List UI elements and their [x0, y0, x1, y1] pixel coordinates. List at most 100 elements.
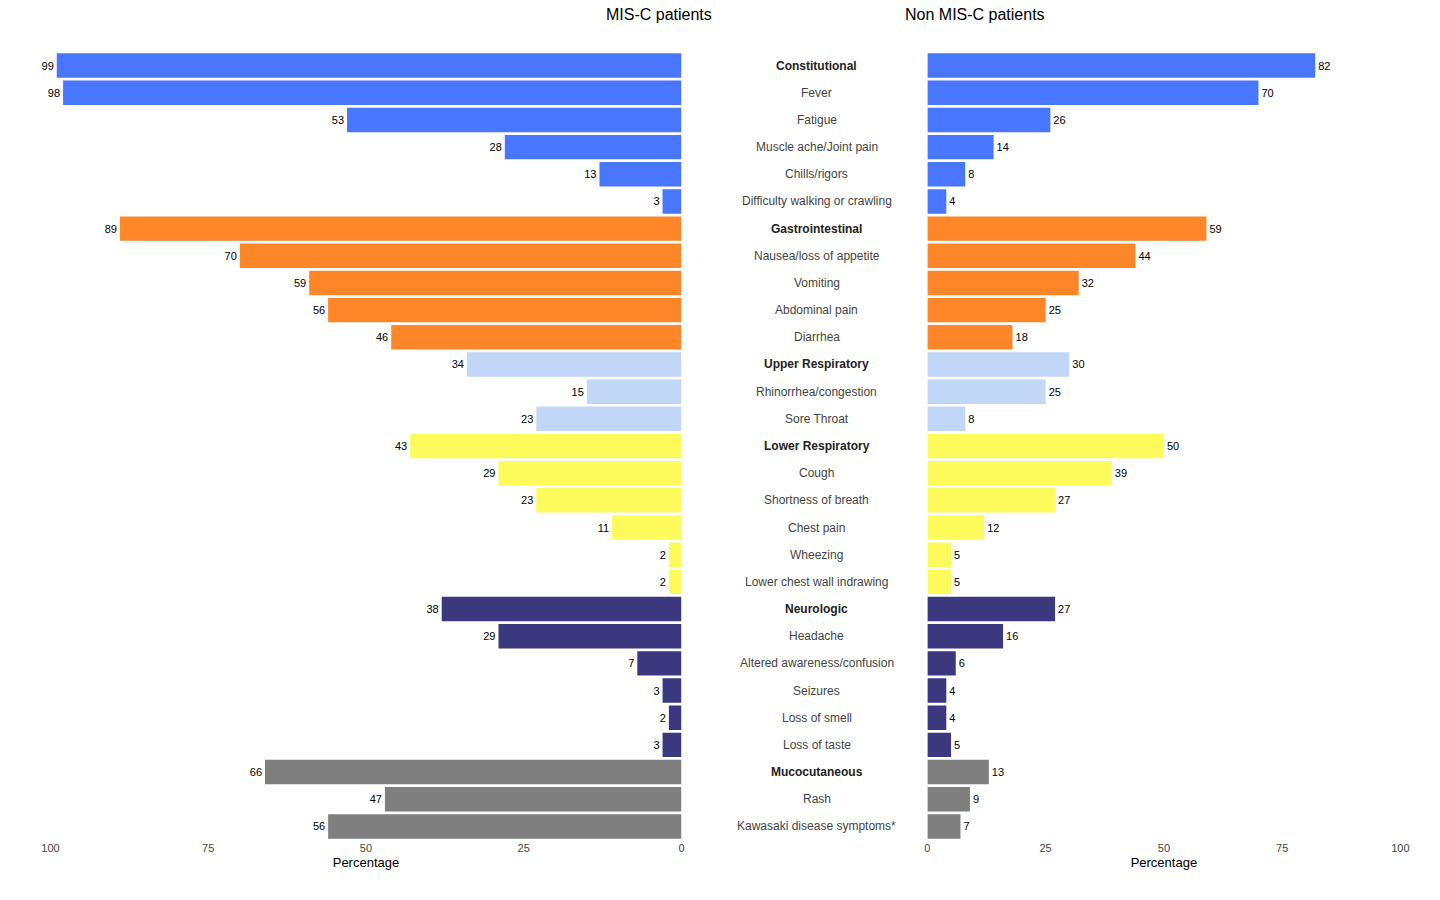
svg-text:8: 8: [968, 168, 974, 180]
svg-text:4: 4: [949, 685, 955, 697]
svg-text:2: 2: [660, 576, 666, 588]
svg-text:28: 28: [490, 141, 502, 153]
svg-text:15: 15: [572, 386, 584, 398]
svg-text:23: 23: [521, 494, 533, 506]
svg-text:70: 70: [1261, 87, 1273, 99]
svg-text:98: 98: [48, 87, 60, 99]
svg-text:75: 75: [1276, 842, 1288, 854]
svg-text:Neurologic: Neurologic: [785, 602, 848, 616]
svg-text:23: 23: [521, 413, 533, 425]
svg-text:11: 11: [598, 522, 609, 534]
svg-text:Lower chest wall indrawing: Lower chest wall indrawing: [745, 575, 888, 589]
svg-text:29: 29: [483, 467, 495, 479]
svg-text:3: 3: [653, 195, 659, 207]
svg-text:2: 2: [660, 549, 666, 561]
svg-text:7: 7: [963, 820, 969, 832]
svg-text:34: 34: [452, 358, 464, 370]
svg-text:70: 70: [225, 250, 237, 262]
svg-text:Gastrointestinal: Gastrointestinal: [771, 222, 862, 236]
svg-text:Kawasaki disease symptoms*: Kawasaki disease symptoms*: [737, 819, 896, 833]
svg-text:Abdominal pain: Abdominal pain: [775, 303, 858, 317]
svg-text:75: 75: [202, 842, 214, 854]
svg-text:30: 30: [1072, 358, 1084, 370]
svg-text:8: 8: [968, 413, 974, 425]
svg-text:MIS-C patients: MIS-C patients: [606, 6, 712, 23]
svg-text:25: 25: [1049, 304, 1061, 316]
svg-text:Mucocutaneous: Mucocutaneous: [771, 765, 863, 779]
svg-text:50: 50: [360, 842, 372, 854]
svg-text:38: 38: [426, 603, 438, 615]
svg-text:50: 50: [1167, 440, 1179, 452]
svg-text:0: 0: [678, 842, 684, 854]
svg-text:Diarrhea: Diarrhea: [794, 330, 840, 344]
svg-text:44: 44: [1139, 250, 1151, 262]
svg-text:56: 56: [313, 304, 325, 316]
svg-text:25: 25: [1040, 842, 1052, 854]
svg-text:Loss of taste: Loss of taste: [783, 738, 851, 752]
svg-text:Seizures: Seizures: [793, 684, 840, 698]
svg-text:50: 50: [1158, 842, 1170, 854]
svg-text:4: 4: [949, 195, 955, 207]
svg-text:Percentage: Percentage: [333, 855, 400, 870]
svg-text:2: 2: [660, 712, 666, 724]
svg-text:Nausea/loss of appetite: Nausea/loss of appetite: [754, 249, 880, 263]
svg-text:59: 59: [294, 277, 306, 289]
svg-text:Headache: Headache: [789, 629, 844, 643]
svg-text:13: 13: [992, 766, 1004, 778]
svg-text:0: 0: [924, 842, 930, 854]
svg-text:100: 100: [41, 842, 59, 854]
svg-text:4: 4: [949, 712, 955, 724]
svg-text:12: 12: [987, 522, 999, 534]
svg-text:Chills/rigors: Chills/rigors: [785, 167, 848, 181]
svg-text:39: 39: [1115, 467, 1127, 479]
svg-text:18: 18: [1016, 331, 1028, 343]
svg-text:Altered awareness/confusion: Altered awareness/confusion: [740, 656, 894, 670]
svg-text:13: 13: [584, 168, 596, 180]
svg-text:27: 27: [1058, 603, 1070, 615]
svg-text:56: 56: [313, 820, 325, 832]
svg-text:Sore Throat: Sore Throat: [785, 412, 849, 426]
svg-text:Shortness of breath: Shortness of breath: [764, 493, 869, 507]
svg-text:7: 7: [628, 657, 634, 669]
svg-text:43: 43: [395, 440, 407, 452]
svg-text:Rhinorrhea/congestion: Rhinorrhea/congestion: [756, 385, 877, 399]
svg-text:89: 89: [105, 223, 117, 235]
svg-text:6: 6: [959, 657, 965, 669]
svg-text:Lower Respiratory: Lower Respiratory: [764, 439, 870, 453]
svg-text:5: 5: [954, 739, 960, 751]
svg-text:99: 99: [42, 60, 54, 72]
svg-text:Non MIS-C patients: Non MIS-C patients: [905, 6, 1045, 23]
svg-text:14: 14: [997, 141, 1009, 153]
svg-text:Rash: Rash: [803, 792, 831, 806]
svg-text:53: 53: [332, 114, 344, 126]
svg-text:100: 100: [1391, 842, 1409, 854]
svg-text:9: 9: [973, 793, 979, 805]
svg-text:29: 29: [483, 630, 495, 642]
svg-text:Difficulty walking or crawling: Difficulty walking or crawling: [742, 194, 892, 208]
svg-text:Fatigue: Fatigue: [797, 113, 837, 127]
svg-text:Muscle ache/Joint pain: Muscle ache/Joint pain: [756, 140, 878, 154]
svg-text:3: 3: [653, 739, 659, 751]
svg-text:26: 26: [1053, 114, 1065, 126]
svg-text:Cough: Cough: [799, 466, 834, 480]
svg-text:66: 66: [250, 766, 262, 778]
svg-text:25: 25: [518, 842, 530, 854]
svg-text:Vomiting: Vomiting: [794, 276, 840, 290]
svg-text:32: 32: [1082, 277, 1094, 289]
svg-text:Wheezing: Wheezing: [790, 548, 843, 562]
svg-text:47: 47: [370, 793, 382, 805]
svg-text:Fever: Fever: [801, 86, 832, 100]
svg-text:Percentage: Percentage: [1131, 855, 1198, 870]
svg-text:82: 82: [1318, 60, 1330, 72]
svg-text:59: 59: [1209, 223, 1221, 235]
svg-text:46: 46: [376, 331, 388, 343]
svg-text:16: 16: [1006, 630, 1018, 642]
svg-text:Constitutional: Constitutional: [776, 59, 857, 73]
svg-text:27: 27: [1058, 494, 1070, 506]
svg-text:5: 5: [954, 576, 960, 588]
svg-text:3: 3: [653, 685, 659, 697]
svg-text:25: 25: [1049, 386, 1061, 398]
svg-text:5: 5: [954, 549, 960, 561]
svg-text:Loss of smell: Loss of smell: [782, 711, 852, 725]
svg-text:Chest pain: Chest pain: [788, 521, 845, 535]
